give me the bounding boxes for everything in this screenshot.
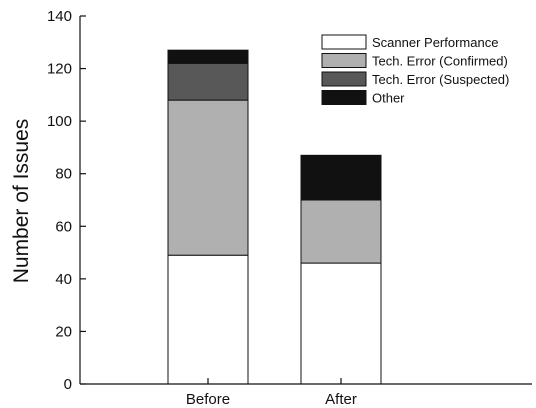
bar-after-series-1: [300, 262, 382, 385]
legend-label-3: Tech. Error (Suspected): [372, 72, 509, 87]
x-tick-label: Before: [186, 391, 230, 408]
y-tick-label: 20: [55, 323, 72, 340]
bar-after-series-4: [300, 154, 382, 201]
y-axis-title: Number of Issues: [10, 119, 33, 284]
y-tick-label: 40: [55, 271, 72, 288]
legend: Scanner Performance Tech. Error (Confirme…: [321, 34, 509, 106]
legend-swatch-4: [321, 90, 367, 105]
bar-before-series-3: [167, 62, 249, 101]
y-tick-label: 120: [47, 61, 72, 78]
x-tick-label: After: [325, 391, 357, 408]
axes-layer: 0 20 40 60 80 100 120 140 Before After: [47, 8, 532, 408]
legend-swatch-1: [321, 34, 367, 50]
bar-before-series-1: [167, 254, 249, 385]
y-tick-label: 0: [64, 376, 72, 393]
legend-swatch-2: [321, 53, 367, 68]
y-tick-label: 100: [47, 113, 72, 130]
legend-swatch-3: [321, 71, 367, 87]
y-tick-label: 140: [47, 8, 72, 25]
legend-label-1: Scanner Performance: [372, 35, 498, 50]
y-tick-label: 60: [55, 218, 72, 235]
bar-after-series-2: [300, 199, 382, 264]
y-tick-label: 80: [55, 166, 72, 183]
legend-label-4: Other: [372, 91, 405, 106]
bar-before-series-4: [167, 49, 249, 64]
bars-layer: [167, 49, 382, 385]
bar-before-series-2: [167, 99, 249, 256]
legend-label-2: Tech. Error (Confirmed): [372, 54, 508, 69]
